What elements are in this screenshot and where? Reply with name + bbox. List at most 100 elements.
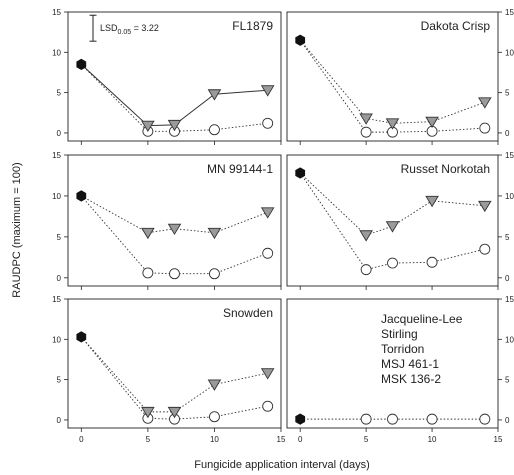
lsd-label: LSD0.05 = 3.22 [100, 23, 159, 36]
triangle-series-line [299, 172, 485, 236]
panel-4: 0 5 10 15 Russet Norkotah [286, 151, 514, 290]
triangle-point [425, 116, 439, 129]
x-axis-title: Fungicide application interval (days) [194, 459, 369, 471]
panel-label: MSK 136-2 [381, 372, 441, 386]
circle-point [262, 247, 274, 259]
circle-point [387, 257, 398, 269]
triangle-point [167, 119, 182, 132]
circle-series-line [80, 64, 268, 132]
circle-point [479, 243, 491, 255]
control-point [295, 167, 306, 179]
circle-point [262, 400, 274, 412]
panel-6: 0 5 10 15 0 5 10 15 Jacqueline-LeeStirlingTorrid… [286, 295, 514, 444]
circle-point [360, 264, 372, 276]
y-tick-label: 5 [57, 89, 62, 98]
triangle-point [167, 223, 182, 236]
panel-frame [67, 298, 282, 429]
y-tick-label: 10 [505, 335, 514, 344]
circle-point [360, 126, 372, 138]
circle-point [360, 413, 372, 425]
y-tick-label: 0 [57, 416, 62, 425]
triangle-point [425, 195, 439, 208]
panel-label: Dakota Crisp [421, 19, 491, 33]
y-tick-label: 5 [505, 233, 510, 242]
y-tick-label: 5 [57, 376, 62, 385]
triangle-point [260, 207, 275, 219]
panel-5: 0 5 10 15 0 5 10 15 Snowden [52, 295, 286, 444]
panel-label: FL1879 [232, 19, 273, 33]
circle-point [479, 122, 491, 134]
y-tick-label: 0 [57, 274, 62, 283]
y-tick-label: 15 [505, 295, 514, 304]
triangle-point [385, 221, 400, 233]
panel-label: Russet Norkotah [401, 162, 490, 176]
circle-point [387, 413, 398, 425]
circle-point [208, 124, 220, 136]
x-tick-label: 15 [277, 435, 286, 444]
y-tick-label: 0 [505, 274, 510, 283]
control-point [295, 34, 306, 46]
panel-frame [67, 11, 282, 142]
circle-point [169, 268, 180, 280]
panel-frame [286, 298, 499, 429]
y-tick-label: 15 [52, 8, 61, 17]
triangle-point [359, 113, 373, 125]
lsd-label-main: LSD [100, 23, 118, 33]
circle-point [479, 413, 491, 425]
triangle-point [141, 406, 155, 419]
lsd-label-value: = 3.22 [131, 23, 159, 33]
circle-point [426, 256, 438, 268]
y-tick-label: 15 [505, 151, 514, 160]
panel-frame [286, 11, 499, 142]
panel-label: Torridon [381, 342, 424, 356]
y-tick-label: 10 [52, 335, 61, 344]
circle-point [262, 117, 274, 129]
y-tick-label: 5 [505, 376, 510, 385]
x-tick-label: 5 [146, 435, 151, 444]
triangle-series-line [81, 195, 268, 234]
control-point [76, 58, 87, 71]
x-tick-label: 10 [210, 435, 219, 444]
panel-frame [286, 154, 499, 287]
circle-point [208, 268, 220, 280]
triangle-point [478, 97, 492, 109]
y-tick-label: 15 [505, 8, 514, 17]
triangle-point [207, 227, 222, 240]
triangle-point [478, 200, 492, 213]
y-tick-label: 15 [52, 151, 61, 160]
panel-2: 0 5 10 15 Dakota Crisp [286, 8, 514, 145]
control-point [295, 413, 306, 425]
panel-3: 0 5 10 15 MN 99144-1 [52, 151, 282, 290]
panels-layer: 0 5 10 15 FL1879 LSD0.05 = 3.22 0 5 10 15 Dakota C… [52, 8, 514, 444]
y-tick-label: 10 [505, 48, 514, 57]
triangle-point [207, 379, 222, 391]
circle-series-line [299, 39, 485, 133]
triangle-series-line [80, 336, 268, 413]
y-tick-label: 10 [52, 192, 61, 201]
panel-label: MN 99144-1 [207, 162, 273, 176]
circle-point [142, 267, 154, 279]
y-tick-label: 0 [505, 129, 510, 138]
panel-1: 0 5 10 15 FL1879 LSD0.05 = 3.22 [52, 8, 282, 145]
panel-frame [67, 154, 282, 287]
panel-label: MSJ 461-1 [381, 357, 439, 371]
circle-series-line [80, 336, 268, 420]
panel-label: Jacqueline-Lee [381, 312, 463, 326]
circle-point [208, 411, 220, 423]
control-point [76, 190, 87, 202]
x-tick-label: 15 [494, 435, 503, 444]
y-tick-label: 10 [52, 48, 61, 57]
x-tick-label: 5 [364, 435, 369, 444]
y-tick-label: 5 [505, 89, 510, 98]
triangle-point [141, 120, 155, 133]
triangle-point [359, 230, 373, 242]
x-tick-label: 10 [428, 435, 437, 444]
y-tick-label: 0 [505, 416, 510, 425]
panel-label: Snowden [223, 306, 273, 320]
triangle-point [167, 406, 182, 419]
triangle-series-line [80, 64, 268, 127]
circle-point [426, 413, 438, 425]
y-axis-title: RAUDPC (maximum = 100) [11, 162, 23, 297]
y-tick-label: 0 [57, 129, 62, 138]
